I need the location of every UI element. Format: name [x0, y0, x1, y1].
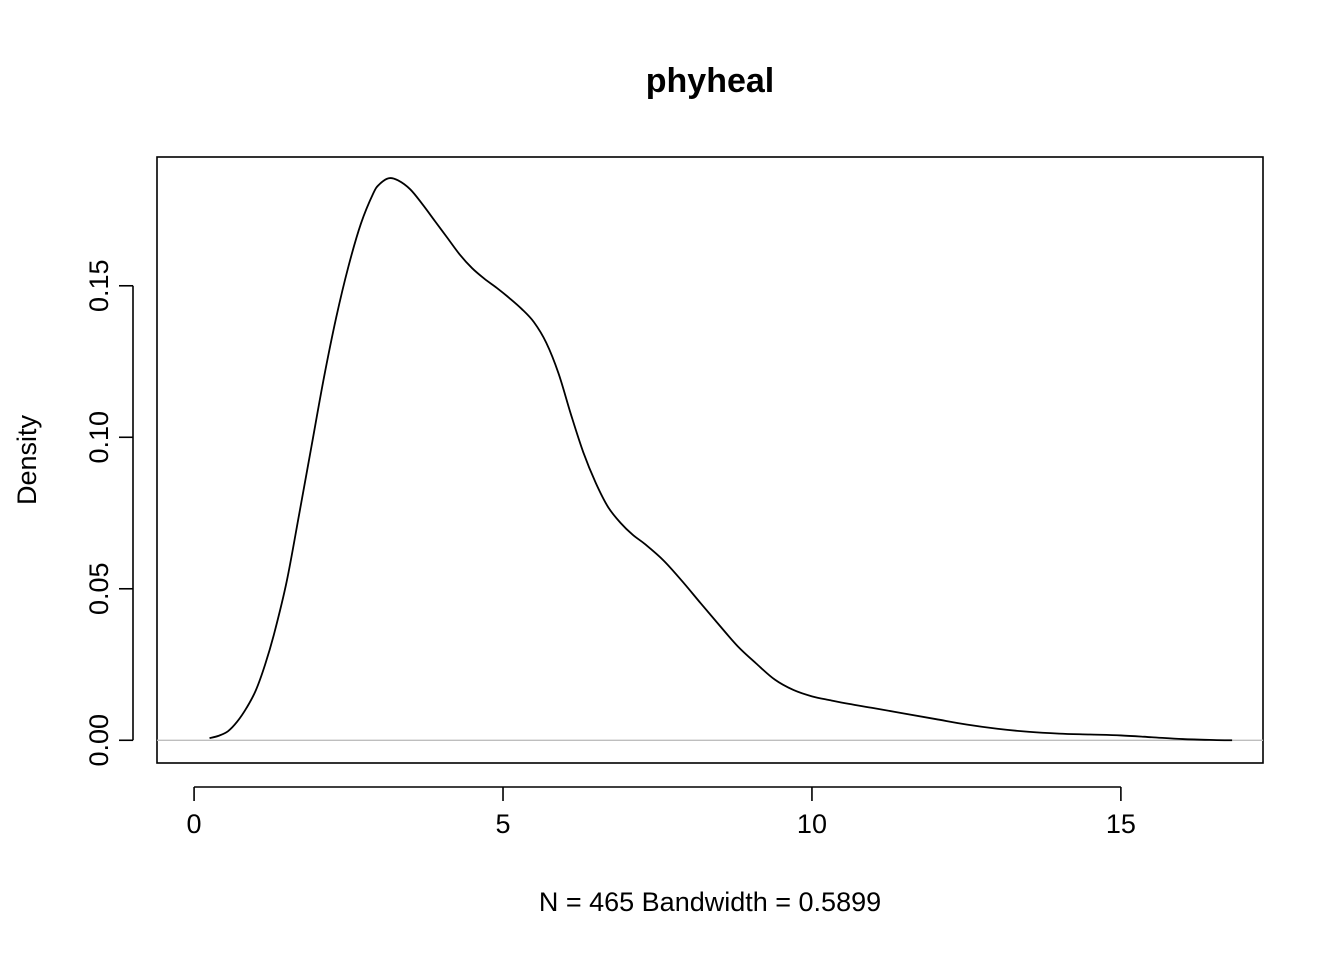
x-tick-label: 15	[1106, 809, 1136, 839]
density-curve	[209, 177, 1233, 742]
y-tick-label: 0.00	[84, 714, 114, 767]
x-tick-label: 5	[495, 809, 510, 839]
x-axis: 0 5 10 15	[187, 786, 1136, 839]
chart-title: phyheal	[646, 62, 774, 100]
y-tick-label: 0.05	[84, 562, 114, 615]
y-axis: 0.00 0.05 0.10 0.15	[84, 259, 134, 767]
y-tick-label: 0.10	[84, 411, 114, 464]
x-tick-label: 10	[797, 809, 827, 839]
y-axis-label: Density	[12, 414, 42, 505]
x-tick-label: 0	[187, 809, 202, 839]
y-tick-label: 0.15	[84, 259, 114, 312]
plot-frame	[156, 156, 1264, 764]
x-axis-label: N = 465 Bandwidth = 0.5899	[539, 887, 881, 917]
